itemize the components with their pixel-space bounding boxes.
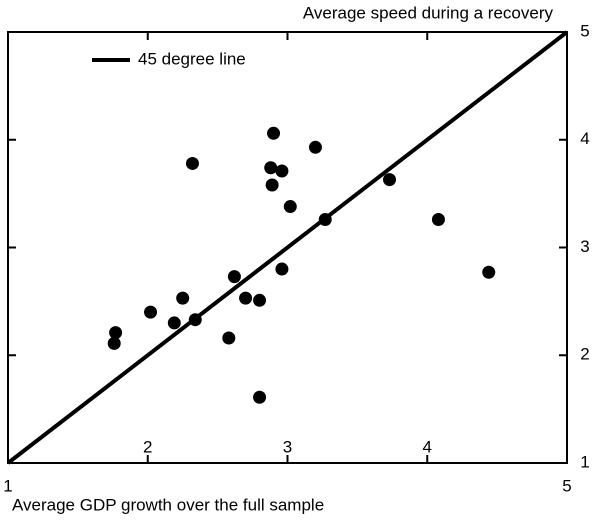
y-tick-label: 2 (580, 345, 589, 364)
x-tick-label: 4 (423, 437, 432, 456)
scatter-point (109, 326, 123, 340)
scatter-point (265, 178, 279, 192)
legend-label: 45 degree line (138, 49, 246, 68)
x-axis-label: Average GDP growth over the full sample (12, 495, 324, 514)
scatter-point (227, 270, 241, 284)
y-tick-label: 5 (580, 21, 589, 40)
x-tick-label: 1 (3, 476, 12, 495)
scatter-point (107, 336, 121, 350)
scatter-point (275, 262, 289, 276)
y-tick-label: 4 (580, 129, 589, 148)
y-tick-label: 3 (580, 237, 589, 256)
scatter-point (188, 313, 202, 327)
scatter-point (253, 293, 267, 307)
scatter-point (167, 316, 181, 330)
scatter-point (267, 126, 281, 140)
y-axis-label: Average speed during a recovery (303, 3, 554, 22)
scatter-point (253, 390, 267, 404)
scatter-point (482, 265, 496, 279)
x-tick-label: 5 (562, 476, 571, 495)
x-tick-label: 2 (143, 437, 152, 456)
scatter-point (264, 161, 278, 175)
scatter-point (318, 212, 332, 226)
scatter-point (176, 291, 190, 305)
scatter-point (383, 173, 397, 187)
scatter-point (222, 331, 236, 345)
scatter-point (275, 164, 289, 178)
scatter-point (185, 156, 199, 170)
scatter-point (144, 305, 158, 319)
x-tick-label: 3 (283, 437, 292, 456)
scatter-point (431, 212, 445, 226)
scatter-point (308, 140, 322, 154)
reference-line (6, 30, 569, 465)
y-tick-label: 1 (580, 452, 589, 471)
scatter-point (239, 291, 253, 305)
scatter-point (283, 200, 297, 214)
